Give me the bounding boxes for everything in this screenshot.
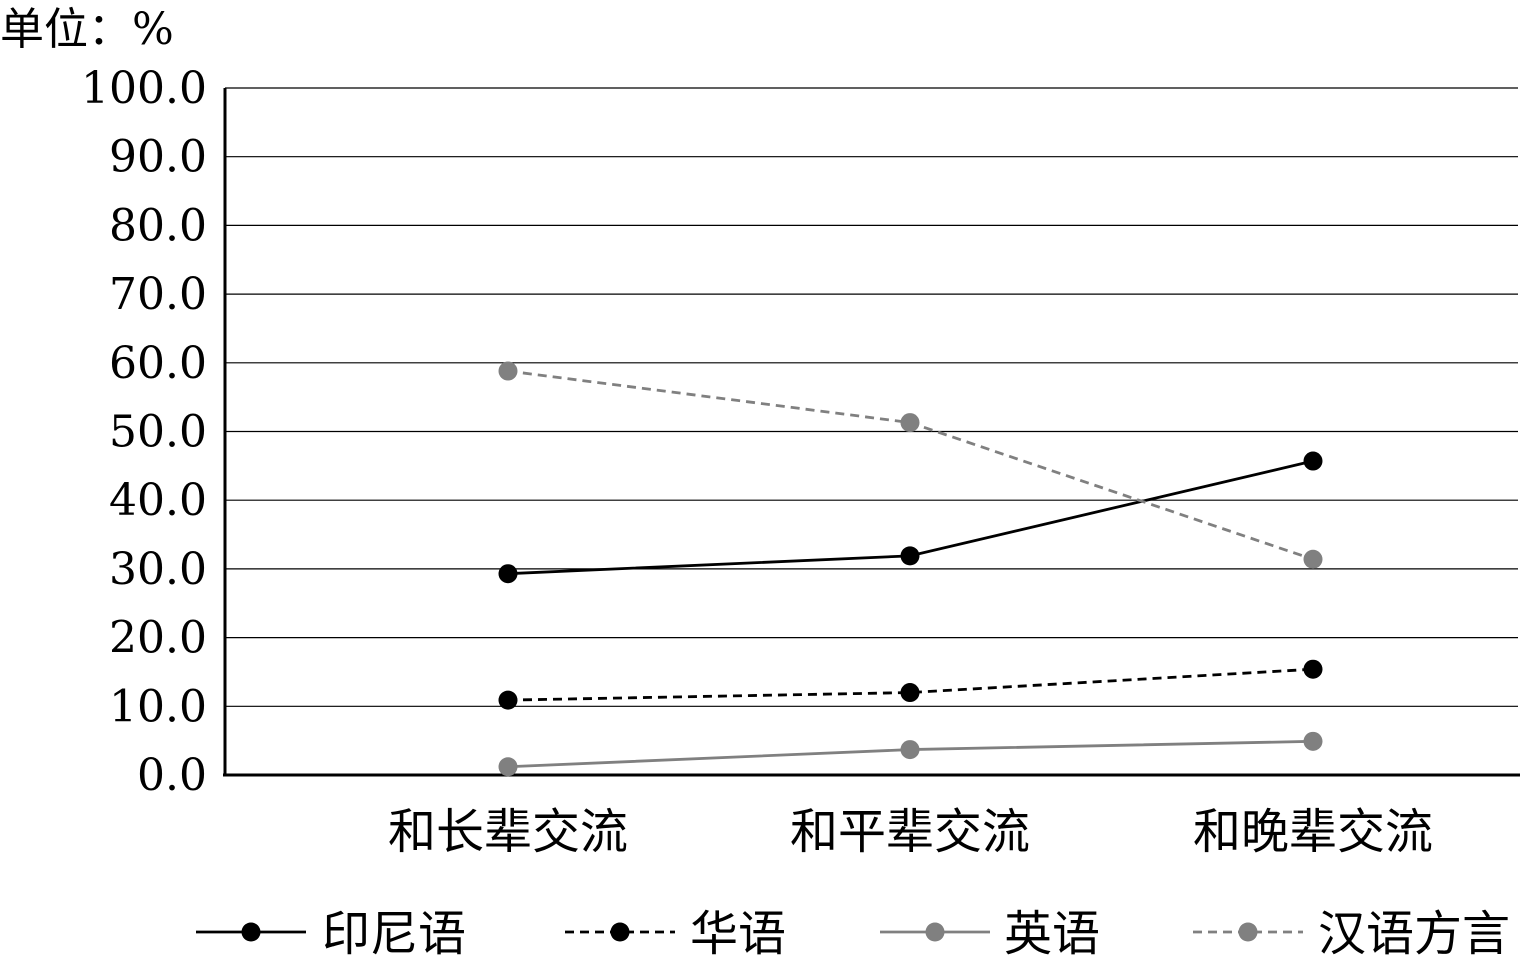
data-point <box>1303 549 1323 569</box>
y-tick-label: 80.0 <box>109 200 207 251</box>
data-point <box>1303 451 1323 471</box>
data-point <box>498 361 518 381</box>
x-axis-categories: 和长辈交流 和平辈交流 和晚辈交流 <box>388 804 1433 860</box>
y-tick-label: 10.0 <box>109 681 207 732</box>
data-point <box>1303 659 1323 679</box>
y-tick-label: 100.0 <box>81 63 207 114</box>
y-tick-label: 60.0 <box>109 338 207 389</box>
legend-marker <box>241 922 261 942</box>
data-point <box>498 757 518 777</box>
gridlines <box>225 87 1518 707</box>
series-group <box>498 361 1323 777</box>
y-tick-label: 90.0 <box>109 132 207 183</box>
legend-label: 印尼语 <box>322 906 466 958</box>
y-axis-ticks: 0.0 10.0 20.0 30.0 40.0 50.0 60.0 70.0 80.0 90.0 1… <box>81 63 207 801</box>
y-tick-label: 20.0 <box>109 613 207 664</box>
legend-marker <box>610 922 630 942</box>
legend-label: 英语 <box>1004 906 1100 958</box>
data-point <box>498 564 518 584</box>
y-tick-label: 50.0 <box>109 407 207 458</box>
legend-marker <box>925 922 945 942</box>
y-tick-label: 40.0 <box>109 475 207 526</box>
y-tick-label: 30.0 <box>109 544 207 595</box>
data-point <box>1303 731 1323 751</box>
legend-label: 华语 <box>690 906 786 958</box>
data-point <box>498 690 518 710</box>
x-category-label: 和平辈交流 <box>790 804 1030 860</box>
x-category-label: 和长辈交流 <box>388 804 628 860</box>
x-category-label: 和晚辈交流 <box>1193 804 1433 860</box>
series-line <box>507 369 1314 561</box>
data-point <box>900 546 920 566</box>
legend-marker <box>1238 922 1258 942</box>
y-tick-label: 0.0 <box>137 750 207 801</box>
data-point <box>900 413 920 433</box>
data-point <box>900 740 920 760</box>
legend-label: 汉语方言 <box>1318 906 1510 958</box>
unit-label: 单位：% <box>0 4 174 55</box>
data-point <box>900 683 920 703</box>
y-tick-label: 70.0 <box>109 269 207 320</box>
legend: 印尼语 华语 英语 汉语方言 <box>196 906 1510 958</box>
